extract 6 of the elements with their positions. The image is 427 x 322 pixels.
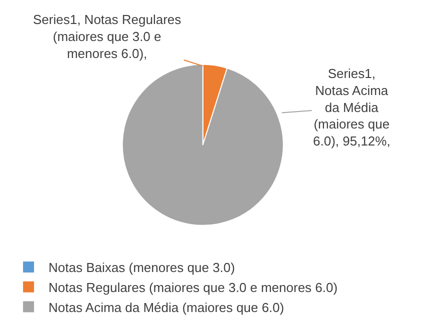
legend-label: Notas Acima da Média (maiores que 6.0) xyxy=(48,300,284,315)
legend-label: Notas Regulares (maiores que 3.0 e menores 6.0) xyxy=(48,280,338,295)
data-label: Series1, Notas Acima da Média (maiores que 6.0), 95,12%, xyxy=(313,66,390,149)
pie-slice xyxy=(122,64,284,226)
data-label: Series1, Notas Regulares (maiores que 3.0 e menores 6.0), xyxy=(33,12,182,61)
legend-label: Notas Baixas (menores que 3.0) xyxy=(48,260,235,276)
